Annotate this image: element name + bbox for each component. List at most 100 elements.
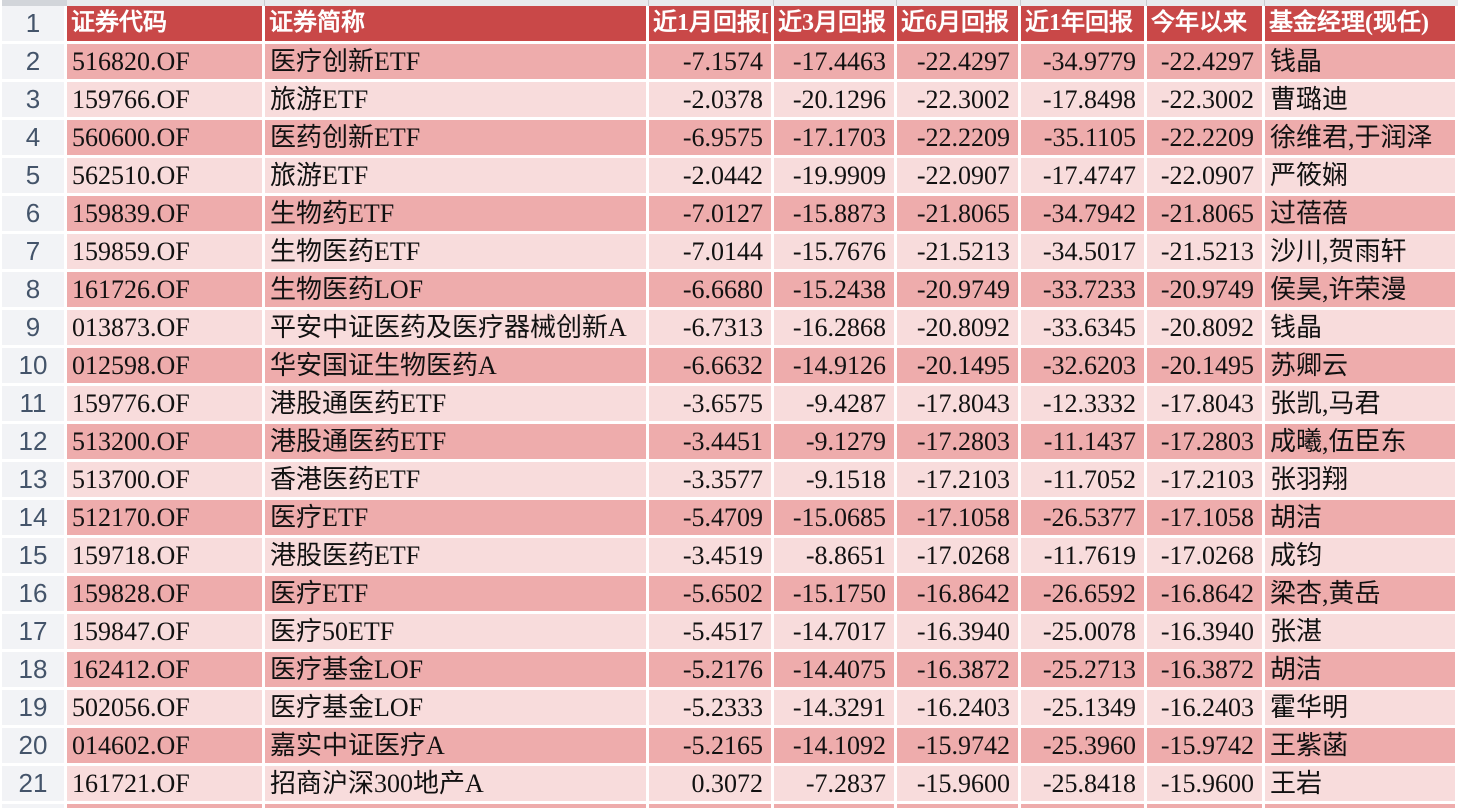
cell-return-1m[interactable]: -6.6632 <box>649 348 771 383</box>
cell-return-1m[interactable]: 0.3072 <box>649 766 771 801</box>
cell-return-1m[interactable]: -7.0144 <box>649 234 771 269</box>
row-number-cell[interactable]: 12 <box>2 424 64 459</box>
cell-return-1y[interactable]: -25.8418 <box>1021 766 1144 801</box>
cell-ytd[interactable]: -16.3940 <box>1147 614 1262 649</box>
cell-code[interactable]: 013873.OF <box>67 310 262 345</box>
cell-code[interactable]: 159859.OF <box>67 234 262 269</box>
cell-manager[interactable]: 胡洁 <box>1265 652 1455 687</box>
cell-return-1m[interactable]: -5.4517 <box>649 614 771 649</box>
cell-manager[interactable]: 严筱娴 <box>1265 158 1455 193</box>
row-number-cell[interactable]: 18 <box>2 652 64 687</box>
cell-return-3m[interactable]: -17.1703 <box>774 120 894 155</box>
row-number-cell[interactable]: 17 <box>2 614 64 649</box>
cell-ytd[interactable]: -16.3872 <box>1147 652 1262 687</box>
cell-return-6m[interactable]: -16.3940 <box>897 614 1018 649</box>
cell-manager[interactable]: 成钧 <box>1265 538 1455 573</box>
cell-code[interactable]: 512170.OF <box>67 500 262 535</box>
cell-return-3m[interactable]: -14.4075 <box>774 652 894 687</box>
cell-return-1m[interactable]: -3.3577 <box>649 462 771 497</box>
cell-code[interactable]: 162412.OF <box>67 652 262 687</box>
cell-return-6m[interactable]: -15.9600 <box>897 766 1018 801</box>
cell-return-6m[interactable]: -17.2803 <box>897 424 1018 459</box>
cell-return-6m[interactable]: -22.2209 <box>897 120 1018 155</box>
cell-code[interactable]: 502056.OF <box>67 690 262 725</box>
row-number-cell[interactable]: 5 <box>2 158 64 193</box>
cell-return-1m[interactable]: -7.1574 <box>649 44 771 79</box>
cell-ytd[interactable]: -15.9742 <box>1147 728 1262 763</box>
cell-return-6m[interactable]: -17.8043 <box>897 386 1018 421</box>
cell-return-3m[interactable]: -15.0685 <box>774 500 894 535</box>
cell-name[interactable]: 医疗ETF <box>265 500 646 535</box>
cell-return-1y[interactable]: -11.1437 <box>1021 424 1144 459</box>
row-number-cell[interactable]: 21 <box>2 766 64 801</box>
cell-return-3m[interactable]: -14.7017 <box>774 614 894 649</box>
cell-return-3m[interactable]: -9.1518 <box>774 462 894 497</box>
cell-return-1y[interactable]: -11.7052 <box>1021 462 1144 497</box>
cell-ytd[interactable]: -17.2803 <box>1147 424 1262 459</box>
cell-return-3m[interactable]: -15.1750 <box>774 576 894 611</box>
cell-code[interactable]: 513700.OF <box>67 462 262 497</box>
cell-return-6m[interactable]: -20.9749 <box>897 272 1018 307</box>
cell-name[interactable]: 港股医药ETF <box>265 538 646 573</box>
header-cell-return-3m[interactable]: 近3月回报 <box>774 6 894 41</box>
cell-return-3m[interactable]: -14.1092 <box>774 728 894 763</box>
row-number-cell[interactable]: 19 <box>2 690 64 725</box>
cell-return-1m[interactable]: -6.6680 <box>649 272 771 307</box>
header-cell-name[interactable]: 证券简称 <box>265 6 646 41</box>
cell-name[interactable]: 旅游ETF <box>265 82 646 117</box>
cell-name[interactable]: 医药创新ETF <box>265 120 646 155</box>
cell-return-6m[interactable]: -17.1058 <box>897 500 1018 535</box>
cell-return-1y[interactable]: -34.9779 <box>1021 44 1144 79</box>
cell-return-1y[interactable]: -25.2713 <box>1021 652 1144 687</box>
cell-code[interactable]: 562510.OF <box>67 158 262 193</box>
cell-ytd[interactable]: -20.9749 <box>1147 272 1262 307</box>
cell-code[interactable]: 513200.OF <box>67 424 262 459</box>
cell-manager[interactable]: 王岩 <box>1265 766 1455 801</box>
row-number-cell[interactable]: 3 <box>2 82 64 117</box>
row-number-cell[interactable]: 9 <box>2 310 64 345</box>
cell-return-1m[interactable]: -6.7313 <box>649 310 771 345</box>
cell-return-3m[interactable]: -19.9909 <box>774 158 894 193</box>
cell-return-1y[interactable]: -33.6345 <box>1021 310 1144 345</box>
cell-return-3m[interactable]: -15.2438 <box>774 272 894 307</box>
cell-return-3m[interactable]: -20.1296 <box>774 82 894 117</box>
cell-return-6m[interactable]: -17.0268 <box>897 538 1018 573</box>
cell-ytd[interactable]: -22.3002 <box>1147 82 1262 117</box>
cell-name[interactable]: 生物药ETF <box>265 196 646 231</box>
cell-ytd[interactable]: -21.8065 <box>1147 196 1262 231</box>
cell-code[interactable]: 560600.OF <box>67 120 262 155</box>
cell-return-1y[interactable]: -25.0078 <box>1021 614 1144 649</box>
row-number-cell[interactable]: 2 <box>2 44 64 79</box>
header-cell-manager[interactable]: 基金经理(现任) <box>1265 6 1455 41</box>
row-number-cell[interactable]: 15 <box>2 538 64 573</box>
cell-return-1y[interactable]: -12.3332 <box>1021 386 1144 421</box>
cell-manager[interactable]: 徐维君,于润泽 <box>1265 120 1455 155</box>
cell-code[interactable]: 159847.OF <box>67 614 262 649</box>
cell-name[interactable]: 医疗创新ETF <box>265 44 646 79</box>
cell-code[interactable]: 516820.OF <box>67 44 262 79</box>
cell-ytd[interactable]: -16.2403 <box>1147 690 1262 725</box>
cell-return-3m[interactable]: -9.4287 <box>774 386 894 421</box>
cell-code[interactable]: 159776.OF <box>67 386 262 421</box>
cell-return-3m[interactable]: -8.8651 <box>774 538 894 573</box>
cell-return-6m[interactable]: -20.1495 <box>897 348 1018 383</box>
cell-return-6m[interactable]: -20.8092 <box>897 310 1018 345</box>
cell-name[interactable]: 医疗基金LOF <box>265 690 646 725</box>
cell-name[interactable]: 旅游ETF <box>265 158 646 193</box>
row-number-cell[interactable]: 6 <box>2 196 64 231</box>
header-cell-code[interactable]: 证券代码 <box>67 6 262 41</box>
cell-return-1y[interactable]: -25.3960 <box>1021 728 1144 763</box>
cell-manager[interactable]: 霍华明 <box>1265 690 1455 725</box>
cell-return-6m[interactable]: -21.8065 <box>897 196 1018 231</box>
row-number-cell[interactable]: 1 <box>2 6 64 41</box>
cell-ytd[interactable]: -17.2103 <box>1147 462 1262 497</box>
cell-manager[interactable]: 张凯,马君 <box>1265 386 1455 421</box>
cell-ytd[interactable]: -17.0268 <box>1147 538 1262 573</box>
cell-ytd[interactable]: -15.9600 <box>1147 766 1262 801</box>
cell-manager[interactable]: 王紫菡 <box>1265 728 1455 763</box>
cell-ytd[interactable]: -22.2209 <box>1147 120 1262 155</box>
cell-ytd[interactable]: -20.8092 <box>1147 310 1262 345</box>
cell-ytd[interactable]: -17.1058 <box>1147 500 1262 535</box>
cell-name[interactable]: 医疗50ETF <box>265 614 646 649</box>
cell-code[interactable]: 159766.OF <box>67 82 262 117</box>
